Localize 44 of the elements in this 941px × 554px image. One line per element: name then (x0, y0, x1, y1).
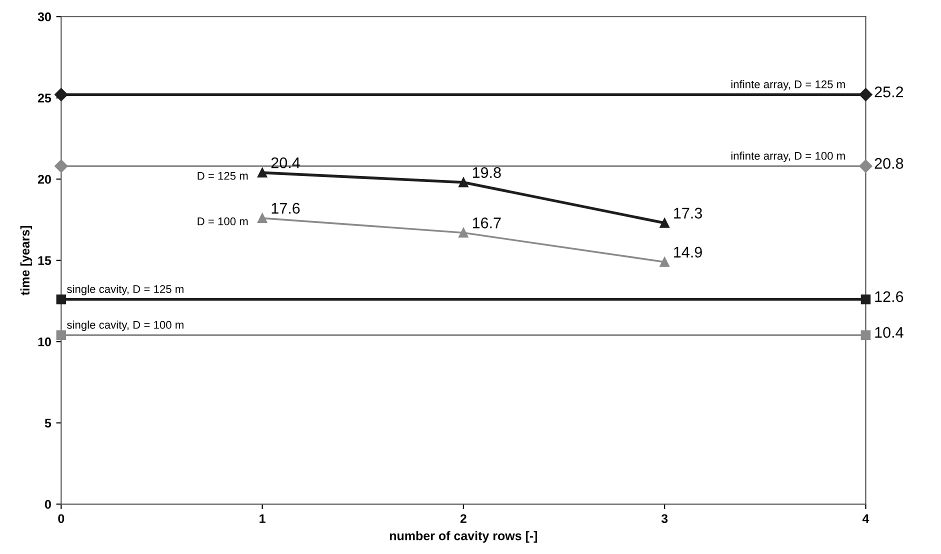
x-tick-label: 3 (661, 514, 668, 524)
data-label: 16.7 (472, 218, 501, 228)
y-tick-label: 0 (44, 500, 51, 509)
point (859, 160, 872, 173)
point (859, 88, 872, 102)
point (56, 330, 66, 340)
y-axis-title: time [years] (20, 226, 32, 296)
x-tick-label: 2 (460, 514, 466, 523)
point (860, 294, 871, 304)
x-tick-label: 4 (862, 514, 870, 523)
annotation: D = 125 m (198, 172, 248, 180)
x-tick-label: 1 (260, 514, 266, 523)
point (458, 178, 468, 188)
data-label: 17.3 (674, 208, 702, 219)
data-label: 20.4 (271, 157, 300, 168)
annotation: infinte array, D = 125 m (731, 80, 845, 90)
x-axis-title: number of cavity rows [-] (390, 531, 538, 543)
y-tick-label: 15 (38, 256, 52, 266)
annotation: D = 100 m (198, 217, 248, 226)
data-label: 10.4 (875, 327, 904, 338)
y-tick-label: 30 (38, 12, 51, 22)
annotation: infinte array, D = 100 m (731, 152, 845, 162)
point (257, 213, 268, 223)
data-label: 14.9 (674, 246, 702, 258)
data-label: 25.2 (874, 86, 904, 98)
annotation: single cavity, D = 100 m (67, 320, 184, 331)
point (257, 168, 268, 178)
data-label: 12.6 (875, 291, 904, 302)
y-tick-label: 10 (38, 337, 51, 346)
point (458, 228, 468, 238)
data-label: 20.8 (874, 158, 904, 169)
annotation: single cavity, D = 125 m (67, 284, 184, 296)
point (54, 88, 68, 102)
point (660, 218, 670, 228)
data-label: 19.8 (472, 167, 501, 178)
point (660, 257, 670, 267)
point (860, 330, 871, 340)
data-label: 17.6 (272, 202, 300, 214)
point (56, 294, 66, 304)
point (54, 160, 68, 173)
y-tick-label: 5 (44, 418, 52, 428)
y-tick-label: 25 (38, 94, 52, 103)
x-tick-label: 0 (58, 514, 64, 524)
y-tick-label: 20 (38, 174, 51, 184)
